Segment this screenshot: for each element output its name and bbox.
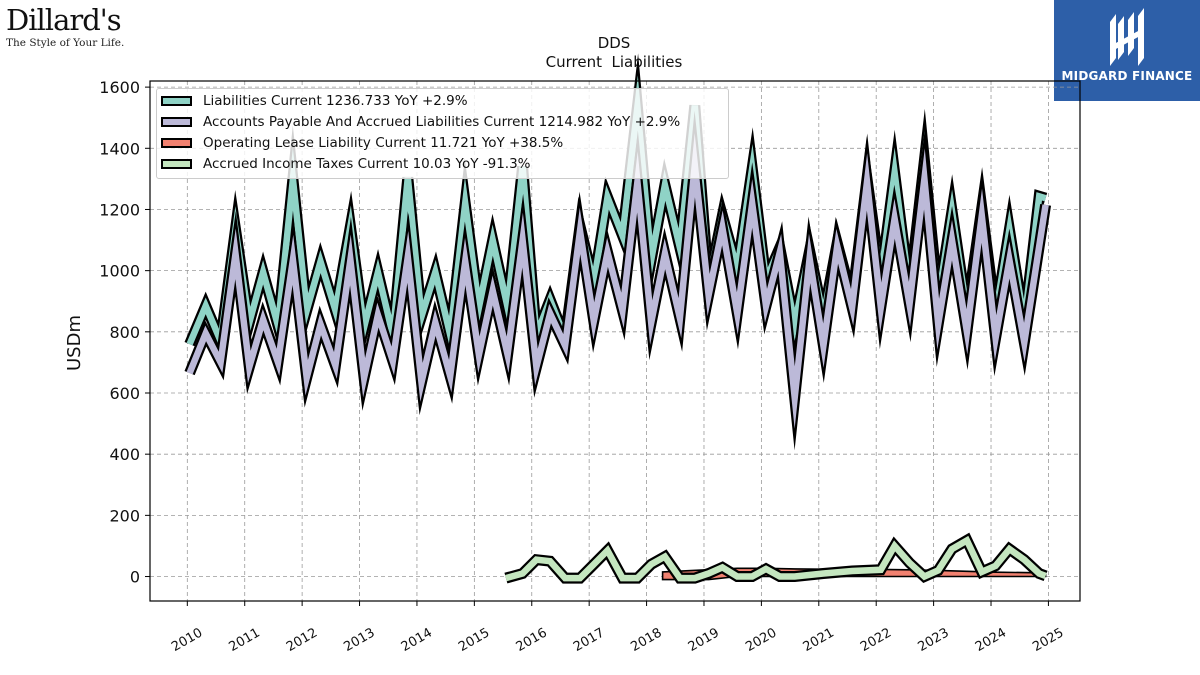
x-tick-label: 2014 <box>399 625 435 655</box>
y-tick-label: 1400 <box>99 139 140 158</box>
midgard-brand-text: MIDGARD FINANCE <box>1061 69 1193 83</box>
legend-label: Accounts Payable And Accrued Liabilities… <box>203 114 681 130</box>
dillards-logo: Dillard's The Style of Your Life. <box>6 4 136 54</box>
y-tick-label: 0 <box>130 568 140 587</box>
x-tick-label: 2016 <box>514 625 550 655</box>
legend-label: Liabilities Current 1236.733 YoY +2.9% <box>203 93 468 109</box>
legend-label: Operating Lease Liability Current 11.721… <box>203 135 564 151</box>
y-tick-label: 1600 <box>99 78 140 97</box>
legend-label: Accrued Income Taxes Current 10.03 YoY -… <box>203 156 531 172</box>
y-tick-label: 400 <box>109 445 140 464</box>
series-accrued-income-taxes <box>504 532 1048 584</box>
x-tick-label: 2012 <box>284 625 320 655</box>
x-tick-label: 2017 <box>571 625 607 655</box>
legend: Liabilities Current 1236.733 YoY +2.9% A… <box>156 88 729 179</box>
legend-swatch <box>161 96 192 106</box>
legend-swatch <box>161 117 192 127</box>
x-tick-label: 2019 <box>686 625 722 655</box>
y-tick-label: 1200 <box>99 200 140 219</box>
y-axis-label: USDm <box>64 315 85 371</box>
dillards-wordmark: Dillard's <box>6 3 122 37</box>
x-axis: 2010 2011 2012 2013 2014 2015 2016 2017 2018 2019… <box>169 601 1066 655</box>
series-accounts-payable <box>184 110 1052 451</box>
y-axis: 0 200 400 600 800 1000 1200 1400 1600 <box>99 78 150 587</box>
chart-title: DDS <box>598 34 631 52</box>
series-accrued-income-taxes-line <box>505 535 1047 582</box>
x-tick-label: 2021 <box>801 625 837 655</box>
series-layer <box>184 53 1052 584</box>
midgard-emblem-icon <box>1110 8 1144 66</box>
y-tick-label: 600 <box>109 384 140 403</box>
plot-frame <box>149 80 1081 602</box>
x-tick-label: 2020 <box>743 625 779 655</box>
x-tick-label: 2015 <box>456 625 492 655</box>
x-tick-label: 2022 <box>858 625 894 655</box>
dillards-tagline: The Style of Your Life. <box>6 37 125 49</box>
legend-swatch <box>161 159 192 169</box>
series-accounts-payable-line <box>186 132 1049 429</box>
x-tick-label: 2011 <box>227 625 263 655</box>
chart-subtitle: Current Liabilities <box>546 53 683 71</box>
y-tick-label: 1000 <box>99 262 140 281</box>
legend-swatch <box>161 138 192 148</box>
x-tick-label: 2013 <box>341 625 377 655</box>
x-tick-label: 2025 <box>1030 625 1066 655</box>
x-tick-label: 2023 <box>915 625 951 655</box>
y-tick-label: 800 <box>109 323 140 342</box>
x-tick-label: 2024 <box>973 625 1009 655</box>
midgard-finance-logo: MIDGARD FINANCE <box>1054 0 1200 101</box>
x-tick-label: 2010 <box>169 625 205 655</box>
y-tick-label: 200 <box>109 506 140 525</box>
x-tick-label: 2018 <box>628 625 664 655</box>
